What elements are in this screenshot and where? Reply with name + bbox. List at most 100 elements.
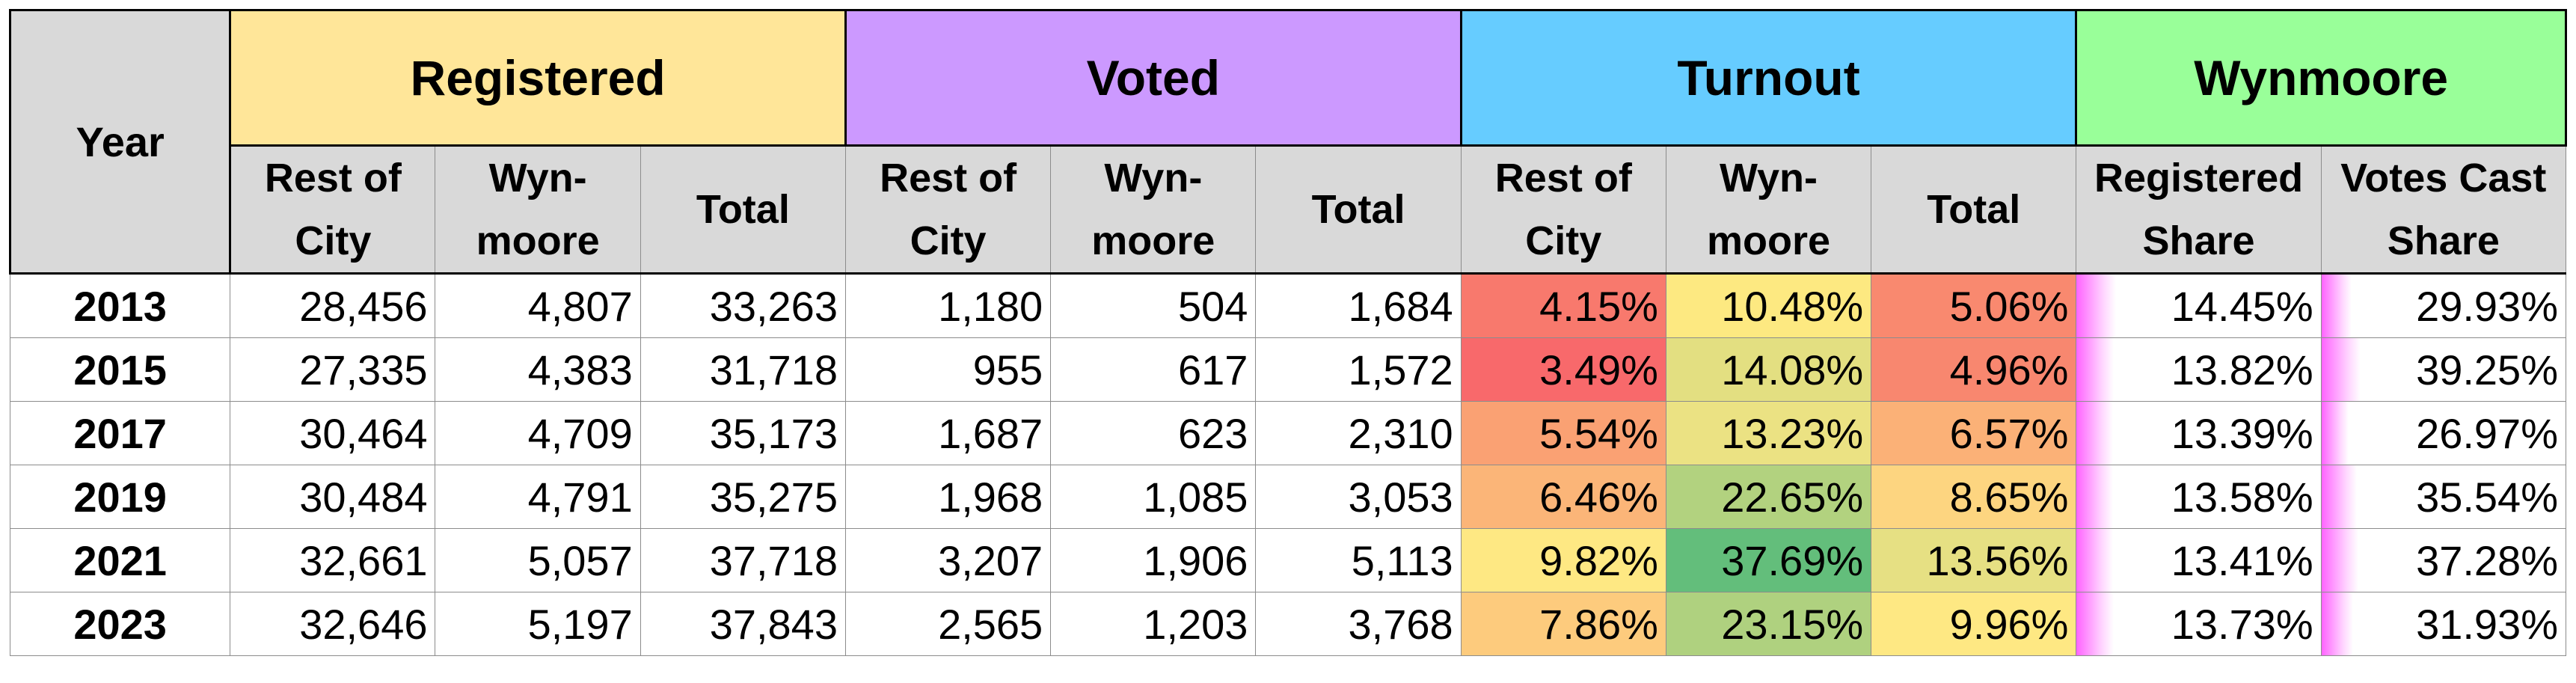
voted-rest-cell: 1,968 [844,465,1052,529]
registered-share-bar [2076,402,2113,465]
subheader-registered-rest: Rest of City [230,144,436,275]
votes-cast-share-bar [2322,275,2352,337]
subheader-voted-wyn: Wyn-moore [1050,144,1257,275]
group-header-wynmoore: Wynmoore [2075,9,2567,147]
subheader-registered-wyn: Wyn-moore [435,144,641,275]
year-cell: 2019 [9,465,231,529]
registered-share-bar [2076,592,2114,655]
registered-total-cell: 31,718 [640,337,846,402]
turnout-wyn-cell: 10.48% [1665,273,1872,338]
table-row: 2023 32,646 5,197 37,843 2,565 1,203 3,768 7.86… [9,592,2567,656]
subheader-voted-rest: Rest of City [844,144,1052,275]
votes-cast-share-cell: 26.97% [2320,401,2567,465]
year-header: Year [8,9,232,275]
registered-share-cell: 13.41% [2076,528,2322,592]
votes-cast-share-cell: 37.28% [2320,528,2567,592]
votes-cast-share-cell: 35.54% [2320,465,2567,529]
turnout-rest-cell: 4.15% [1460,273,1666,338]
voted-rest-cell: 3,207 [844,528,1052,592]
votes-cast-share-bar [2322,402,2349,465]
registered-rest-cell: 32,661 [230,528,436,592]
registered-rest-cell: 32,646 [230,592,436,656]
voted-total-cell: 3,768 [1255,592,1462,656]
registered-share-value: 14.45% [2171,282,2313,330]
year-cell: 2015 [9,337,231,402]
turnout-total-cell: 13.56% [1871,528,2077,592]
subheader-registered-share: Registered Share [2076,144,2322,275]
registered-share-value: 13.39% [2171,409,2313,457]
registered-share-value: 13.73% [2171,600,2313,648]
table-row: 2017 30,464 4,709 35,173 1,687 623 2,310 5.54% 1… [9,401,2567,465]
voted-rest-cell: 1,180 [844,273,1052,338]
registered-rest-cell: 27,335 [230,337,436,402]
turnout-wyn-cell: 23.15% [1665,592,1872,656]
registered-rest-cell: 28,456 [230,273,436,338]
votes-cast-share-value: 29.93% [2416,282,2558,330]
year-cell: 2021 [9,528,231,592]
registered-share-value: 13.58% [2171,473,2313,521]
registered-total-cell: 35,173 [640,401,846,465]
registered-share-cell: 13.82% [2076,337,2322,402]
turnout-wyn-cell: 13.23% [1665,401,1872,465]
table-row: 2021 32,661 5,057 37,718 3,207 1,906 5,113 9.82… [9,528,2567,592]
turnout-total-cell: 9.96% [1871,592,2077,656]
voted-rest-cell: 1,687 [844,401,1052,465]
votes-cast-share-cell: 29.93% [2320,273,2567,338]
turnout-total-cell: 4.96% [1871,337,2077,402]
table-row: 2015 27,335 4,383 31,718 955 617 1,572 3.49% 14.… [9,337,2567,402]
registered-share-cell: 13.58% [2076,465,2322,529]
turnout-wyn-cell: 37.69% [1665,528,1872,592]
votes-cast-share-bar [2322,592,2354,655]
registered-share-bar [2076,465,2114,528]
votes-cast-share-cell: 39.25% [2320,337,2567,402]
registered-share-value: 13.82% [2171,346,2313,393]
registered-share-cell: 13.73% [2076,592,2322,656]
subheader-turnout-rest: Rest of City [1460,144,1666,275]
votes-cast-share-value: 26.97% [2416,409,2558,457]
table-body: 2013 28,456 4,807 33,263 1,180 504 1,684 4.15% 1… [9,273,2567,656]
registered-share-bar [2076,338,2115,401]
voted-rest-cell: 2,565 [844,592,1052,656]
turnout-total-cell: 8.65% [1871,465,2077,529]
registered-wyn-cell: 4,807 [435,273,641,338]
table-row: 2019 30,484 4,791 35,275 1,968 1,085 3,053 6.46… [9,465,2567,529]
turnout-rest-cell: 5.54% [1460,401,1666,465]
voted-total-cell: 1,684 [1255,273,1462,338]
turnout-rest-cell: 3.49% [1460,337,1666,402]
turnout-wyn-cell: 22.65% [1665,465,1872,529]
registered-rest-cell: 30,484 [230,465,436,529]
voted-wyn-cell: 617 [1050,337,1257,402]
year-cell: 2017 [9,401,231,465]
registered-wyn-cell: 4,791 [435,465,641,529]
turnout-table: Year Registered Voted Turnout Wynmoore R… [8,9,2567,656]
turnout-wyn-cell: 14.08% [1665,337,1872,402]
registered-total-cell: 33,263 [640,273,846,338]
votes-cast-share-value: 35.54% [2416,473,2558,521]
registered-wyn-cell: 5,197 [435,592,641,656]
voted-total-cell: 2,310 [1255,401,1462,465]
voted-wyn-cell: 1,203 [1050,592,1257,656]
voted-wyn-cell: 1,085 [1050,465,1257,529]
registered-wyn-cell: 4,709 [435,401,641,465]
registered-share-value: 13.41% [2171,536,2313,584]
table-row: 2013 28,456 4,807 33,263 1,180 504 1,684 4.15% 1… [9,273,2567,338]
registered-share-cell: 14.45% [2076,273,2322,338]
registered-share-bar [2076,275,2116,337]
registered-wyn-cell: 4,383 [435,337,641,402]
subheader-votes-cast-share: Votes Cast Share [2320,144,2567,275]
voted-wyn-cell: 623 [1050,401,1257,465]
votes-cast-share-value: 31.93% [2416,600,2558,648]
turnout-total-cell: 6.57% [1871,401,2077,465]
year-cell: 2023 [9,592,231,656]
registered-total-cell: 37,718 [640,528,846,592]
voted-total-cell: 3,053 [1255,465,1462,529]
year-cell: 2013 [9,273,231,338]
voted-rest-cell: 955 [844,337,1052,402]
voted-wyn-cell: 1,906 [1050,528,1257,592]
turnout-rest-cell: 9.82% [1460,528,1666,592]
votes-cast-share-cell: 31.93% [2320,592,2567,656]
turnout-total-cell: 5.06% [1871,273,2077,338]
turnout-rest-cell: 6.46% [1460,465,1666,529]
group-header-registered: Registered [229,9,847,147]
votes-cast-share-bar [2322,465,2357,528]
